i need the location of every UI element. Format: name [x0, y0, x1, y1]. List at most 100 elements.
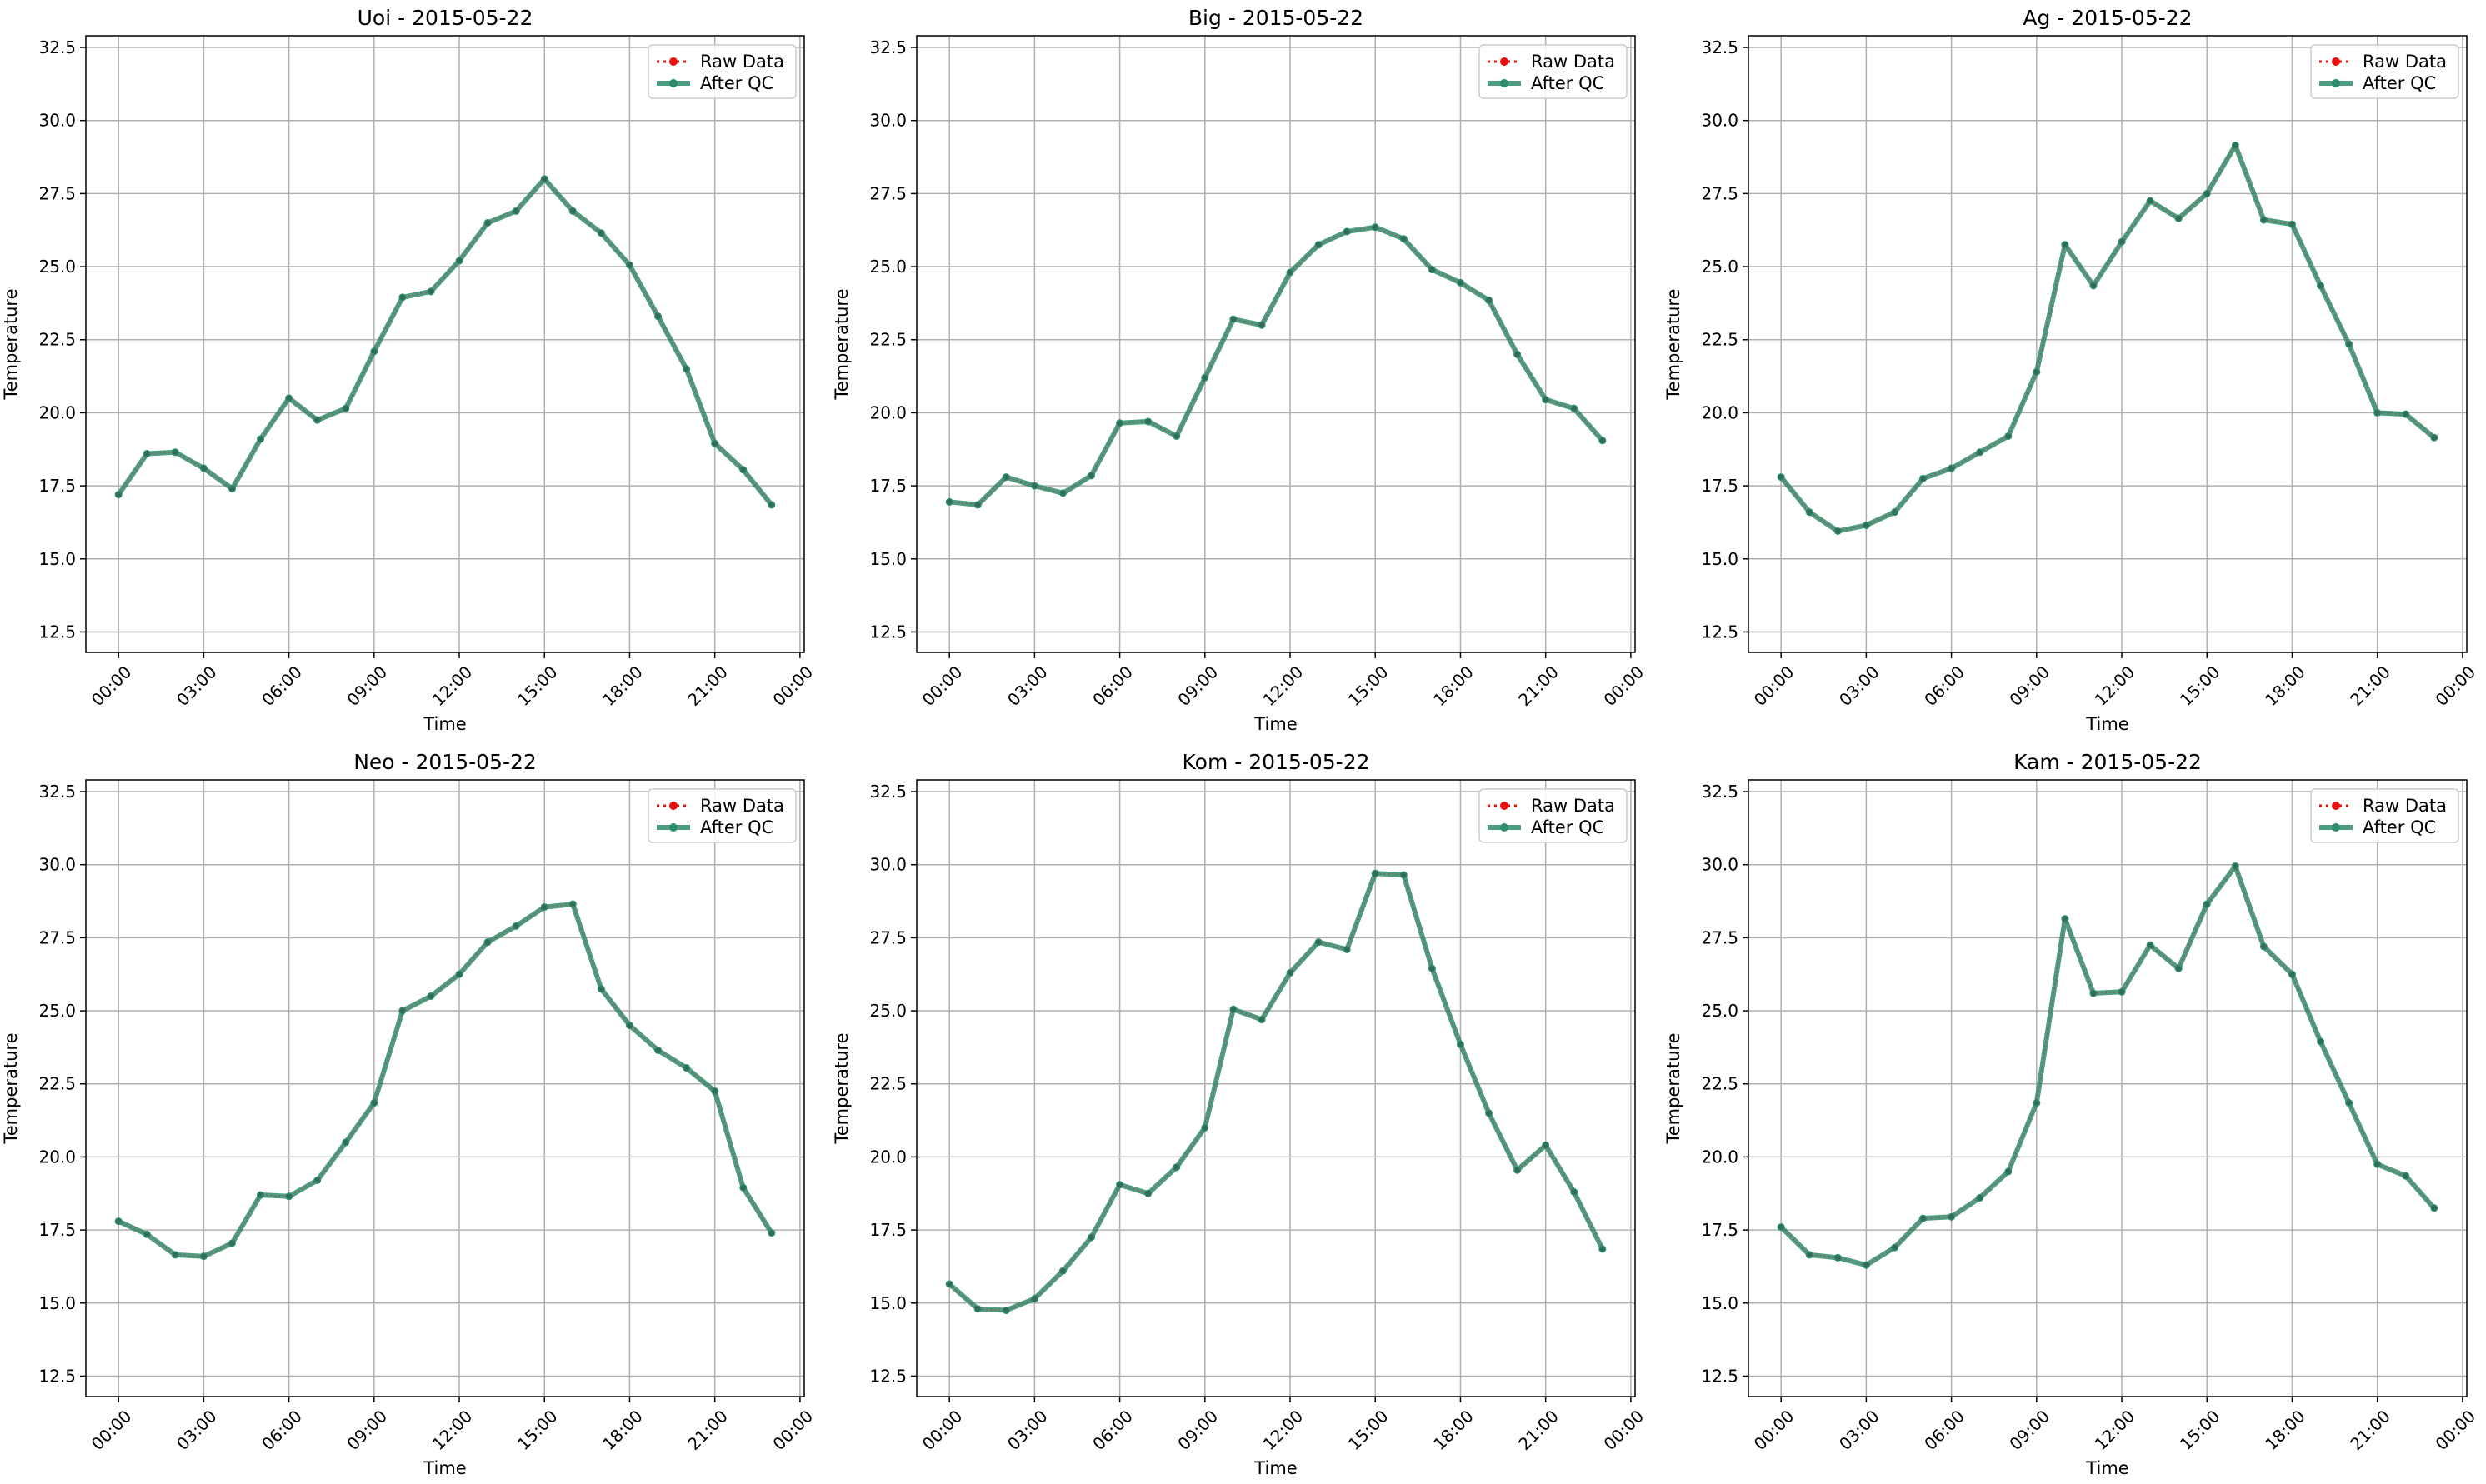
raw-data-point [1258, 1017, 1264, 1022]
legend-qc-label: After QC [2363, 817, 2436, 837]
x-tick-label: 21:00 [1514, 662, 1563, 710]
raw-data-point [2346, 342, 2352, 347]
raw-data-point [1835, 528, 1841, 534]
x-tick-label: 00:00 [768, 662, 817, 710]
y-tick-label: 30.0 [869, 855, 907, 875]
y-tick-label: 20.0 [38, 402, 76, 422]
x-axis-label: Time [423, 714, 466, 734]
axes-frame [1748, 35, 2468, 653]
y-tick-label: 32.5 [869, 37, 907, 57]
raw-data-point [1117, 420, 1123, 426]
y-tick-label: 15.0 [1701, 1293, 1738, 1313]
raw-data-point [286, 395, 292, 401]
raw-data-point [1458, 1042, 1463, 1047]
raw-data-point [683, 1065, 689, 1071]
x-tick-label: 12:00 [1259, 662, 1308, 710]
legend-raw-marker [1500, 57, 1508, 66]
raw-data-point [513, 923, 519, 929]
raw-data-point [768, 1230, 774, 1236]
raw-data-point [1486, 297, 1492, 303]
raw-data-point [1173, 433, 1179, 439]
x-tick-label: 00:00 [88, 662, 136, 710]
axes-frame [1748, 779, 2468, 1397]
raw-data-point [1571, 406, 1577, 412]
x-tick-label: 06:00 [1920, 662, 1968, 710]
raw-data-point [1173, 1164, 1179, 1170]
raw-data-point [1807, 509, 1813, 515]
raw-data-point [1429, 267, 1435, 272]
series-raw-data-line [949, 226, 1603, 506]
raw-data-point [258, 1192, 263, 1198]
y-tick-label: 27.5 [869, 183, 907, 203]
x-tick-label: 15:00 [2176, 1406, 2224, 1454]
legend-qc-marker [669, 823, 678, 832]
raw-data-point [229, 486, 235, 492]
raw-data-point [485, 939, 491, 945]
y-tick-label: 15.0 [38, 1293, 76, 1313]
y-tick-label: 27.5 [38, 927, 76, 947]
raw-data-point [1892, 1245, 1898, 1251]
x-tick-label: 06:00 [1088, 1406, 1137, 1454]
subplot-3: 12.5 15.0 17.5 20.0 22.5 25.0 27.5 30.0 32.5 00:0… [1663, 6, 2479, 734]
raw-data-point [1088, 472, 1094, 478]
raw-data-point [655, 1047, 661, 1053]
raw-data-point [2261, 943, 2267, 949]
legend-raw-marker [2332, 57, 2340, 66]
raw-data-point [740, 467, 746, 472]
raw-data-point [2233, 142, 2238, 148]
raw-data-point [1599, 437, 1605, 443]
x-tick-label: 03:00 [1835, 662, 1883, 710]
raw-data-point [1344, 228, 1350, 234]
y-axis-label: Temperature [832, 288, 852, 400]
y-tick-label: 22.5 [38, 1074, 76, 1094]
raw-data-point [1807, 1252, 1813, 1257]
raw-data-point [2119, 239, 2125, 245]
x-axis-label: Time [1253, 1458, 1297, 1478]
raw-data-point [975, 1306, 981, 1312]
raw-data-point [2261, 217, 2267, 222]
raw-data-point [1514, 1167, 1520, 1173]
y-tick-label: 17.5 [38, 1220, 76, 1240]
y-tick-label: 12.5 [1701, 1366, 1738, 1386]
raw-data-point [1145, 1191, 1151, 1197]
x-tick-label: 06:00 [258, 1406, 306, 1454]
y-tick-label: 17.5 [1701, 1220, 1738, 1240]
x-tick-label: 09:00 [2005, 1406, 2053, 1454]
raw-data-point [1977, 449, 1983, 455]
x-tick-label: 18:00 [2261, 1406, 2309, 1454]
x-tick-label: 21:00 [1514, 1406, 1563, 1454]
raw-data-point [1401, 872, 1407, 877]
y-tick-label: 12.5 [38, 1366, 76, 1386]
y-tick-label: 27.5 [38, 183, 76, 203]
y-tick-label: 20.0 [869, 402, 907, 422]
raw-data-point [1401, 236, 1407, 242]
x-tick-label: 06:00 [1088, 662, 1137, 710]
y-tick-label: 17.5 [38, 476, 76, 496]
subplot-1: 12.5 15.0 17.5 20.0 22.5 25.0 27.5 30.0 32.5 00:0… [1, 6, 817, 734]
legend-raw-marker [669, 57, 678, 66]
raw-data-point [2148, 198, 2153, 204]
raw-data-point [1920, 476, 1926, 482]
y-tick-label: 30.0 [869, 111, 907, 131]
raw-data-point [1948, 1214, 1954, 1220]
raw-data-point [683, 366, 689, 372]
raw-data-point [1863, 522, 1869, 528]
raw-data-point [1060, 490, 1066, 496]
axes-frame [85, 779, 805, 1397]
raw-data-point [371, 348, 377, 354]
raw-data-point [144, 451, 150, 457]
x-tick-label: 21:00 [2346, 662, 2394, 710]
x-tick-label: 15:00 [513, 1406, 562, 1454]
raw-data-point [1429, 966, 1435, 972]
series-raw-data-line [948, 872, 1603, 1312]
y-axis-label: Temperature [1, 1032, 21, 1144]
raw-data-point [627, 262, 633, 268]
x-tick-label: 18:00 [1429, 1406, 1478, 1454]
raw-data-point [570, 208, 576, 214]
y-tick-label: 15.0 [1701, 549, 1738, 569]
y-tick-label: 32.5 [1701, 782, 1738, 802]
x-tick-label: 15:00 [1344, 1406, 1393, 1454]
y-tick-label: 27.5 [869, 927, 907, 947]
